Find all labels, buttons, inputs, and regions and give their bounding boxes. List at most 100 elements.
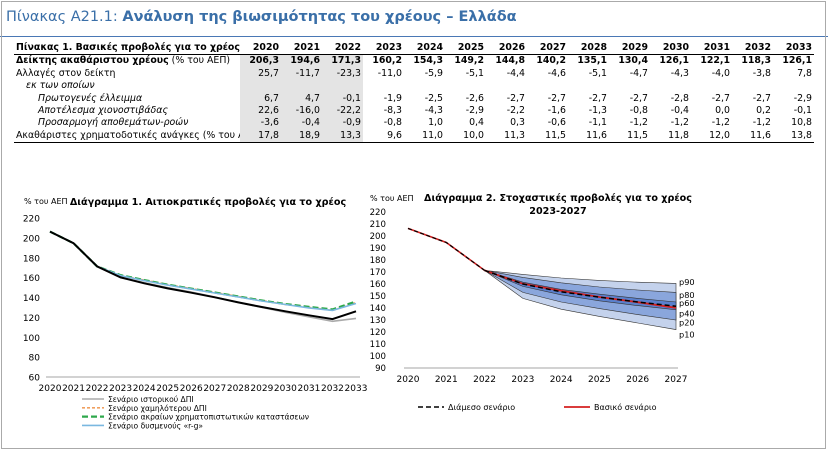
table-cell: 11,5 <box>527 129 568 144</box>
row-label: Ακαθάριστες χρηματοδοτικές ανάγκες (% το… <box>14 129 240 144</box>
table-cell <box>773 80 814 92</box>
median-line <box>484 269 677 307</box>
y-tick-label: 120 <box>370 328 386 338</box>
table-row: Αποτέλεσμα χιονοστιβάδας 22,6 -16,0 -22,2 -8… <box>14 105 814 118</box>
table-cell <box>363 80 404 92</box>
band-label-p90: p90 <box>679 277 695 287</box>
table-cell: 130,4 <box>618 55 648 67</box>
table-cell <box>568 80 609 92</box>
table-cell: -0,8 <box>383 117 402 129</box>
y-tick-label: 100 <box>370 352 386 362</box>
table-cell: 4,7 <box>281 92 322 106</box>
series-line-2 <box>49 230 357 311</box>
table-cell: 6,7 <box>240 92 281 106</box>
chart-2-svg: % του ΑΕΠ Διάγραμμα 2. Στοχαστικές προβολ… <box>370 192 695 412</box>
table-cell: 11,3 <box>486 129 527 144</box>
series-line-3 <box>49 230 357 312</box>
table-cell: 149,2 <box>454 55 484 67</box>
year-header-2032: 2032 <box>732 42 773 56</box>
table-cell: -1,2 <box>670 117 689 129</box>
table-cell: 18,9 <box>281 129 322 144</box>
table-cell: -4,3 <box>670 67 689 79</box>
x-tick-label: 2027 <box>203 384 226 394</box>
legend-entry-median: Διάμεσο σενάριο <box>448 403 515 412</box>
x-tick-label: 2026 <box>626 375 649 385</box>
table-cell: -0,9 <box>322 117 363 130</box>
y-tick-label: 180 <box>23 254 40 264</box>
table-cell: -11,0 <box>377 67 402 79</box>
table-cell: -8,3 <box>383 105 402 117</box>
table-cell: 11,5 <box>609 129 650 144</box>
table-title: Πίνακας 1. Βασικές προβολές για το χρέος <box>14 42 240 56</box>
table-cell: 11,6 <box>568 129 609 144</box>
baseline-line <box>49 230 357 321</box>
table-cell: 11,8 <box>650 129 691 144</box>
y-tick-label: 160 <box>23 274 40 284</box>
table-cell: 194,6 <box>281 54 322 68</box>
table-cell <box>322 80 363 93</box>
table-cell <box>527 80 568 92</box>
table-cell: -0,4 <box>281 117 322 130</box>
table-cell: 140,2 <box>536 55 566 67</box>
table-cell: -5,9 <box>424 67 443 79</box>
table-cell: -4,4 <box>506 67 525 79</box>
y-tick-label: 220 <box>23 215 40 225</box>
legend-entry: Σενάριο δυσμενούς «r-g» <box>108 421 203 430</box>
table-cell: 13,8 <box>773 129 814 144</box>
band-label-p20: p20 <box>679 317 695 327</box>
table-cell: -2,7 <box>752 92 771 104</box>
table-row: Δείκτης ακαθάριστου χρέους (% του ΑΕΠ) 20… <box>14 54 814 68</box>
x-tick-label: 2020 <box>397 375 420 385</box>
table-cell: -16,0 <box>281 105 322 118</box>
table-cell: -2,5 <box>424 92 443 104</box>
table-cell: -2,2 <box>506 105 525 117</box>
table-cell <box>650 80 691 92</box>
x-tick-label: 2022 <box>86 384 109 394</box>
title-prefix: Πίνακας Α21.1: <box>6 9 123 25</box>
table-cell <box>404 80 445 92</box>
chart-2-ylabel: % του ΑΕΠ <box>370 194 414 203</box>
table-header-row: Πίνακας 1. Βασικές προβολές για το χρέος… <box>14 42 814 56</box>
table-row: Προσαρμογή αποθεμάτων-ροών -3,6 -0,4 -0,9 -0… <box>14 117 814 130</box>
table-cell: 17,8 <box>240 129 281 144</box>
y-tick-label: 200 <box>370 232 386 242</box>
table-cell: 10,0 <box>445 129 486 144</box>
table-cell: 10,8 <box>791 117 812 129</box>
chart-1-ylabel: % του ΑΕΠ <box>24 197 68 206</box>
table-cell: -5,1 <box>588 67 607 79</box>
table-cell: 118,3 <box>741 55 771 67</box>
row-label: Αλλαγές στον δείκτη <box>16 67 116 79</box>
y-tick-label: 60 <box>29 374 41 384</box>
table-cell: -4,6 <box>547 67 566 79</box>
x-tick-label: 2031 <box>297 384 320 394</box>
table-cell: -1,9 <box>383 92 402 104</box>
table-cell: -3,6 <box>240 117 281 130</box>
y-tick-label: 200 <box>23 234 40 244</box>
debt-projections-table: Πίνακας 1. Βασικές προβολές για το χρέος… <box>14 42 814 144</box>
year-header-2029: 2029 <box>609 42 650 56</box>
table-cell: -0,1 <box>322 92 363 106</box>
x-tick-label: 2020 <box>39 384 62 394</box>
band-label-p40: p40 <box>679 309 695 319</box>
y-tick-label: 210 <box>370 220 386 230</box>
legend-entry: Σενάριο ιστορικού ΔΠΙ <box>108 395 194 404</box>
table-cell <box>691 80 732 92</box>
table-cell: -2,9 <box>465 105 484 117</box>
year-header-2023: 2023 <box>363 42 404 56</box>
table-cell: -3,8 <box>752 67 771 79</box>
table-cell <box>732 80 773 92</box>
y-tick-label: 150 <box>370 292 386 302</box>
table-cell <box>445 80 486 92</box>
table-cell: -2,7 <box>711 92 730 104</box>
table-cell: -0,8 <box>629 105 648 117</box>
table-cell: -0,6 <box>547 117 566 129</box>
table-cell: -0,4 <box>670 105 689 117</box>
table-cell <box>240 80 281 93</box>
legend-entry: Σενάριο χαμηλότερου ΔΠΙ <box>108 404 207 413</box>
table-cell: 0,0 <box>715 105 730 117</box>
year-header-2024: 2024 <box>404 42 445 56</box>
row-label: εκ των οποίων <box>26 80 95 92</box>
y-tick-label: 120 <box>23 314 40 324</box>
table-cell: 0,2 <box>756 105 771 117</box>
table-cell: -1,2 <box>629 117 648 129</box>
